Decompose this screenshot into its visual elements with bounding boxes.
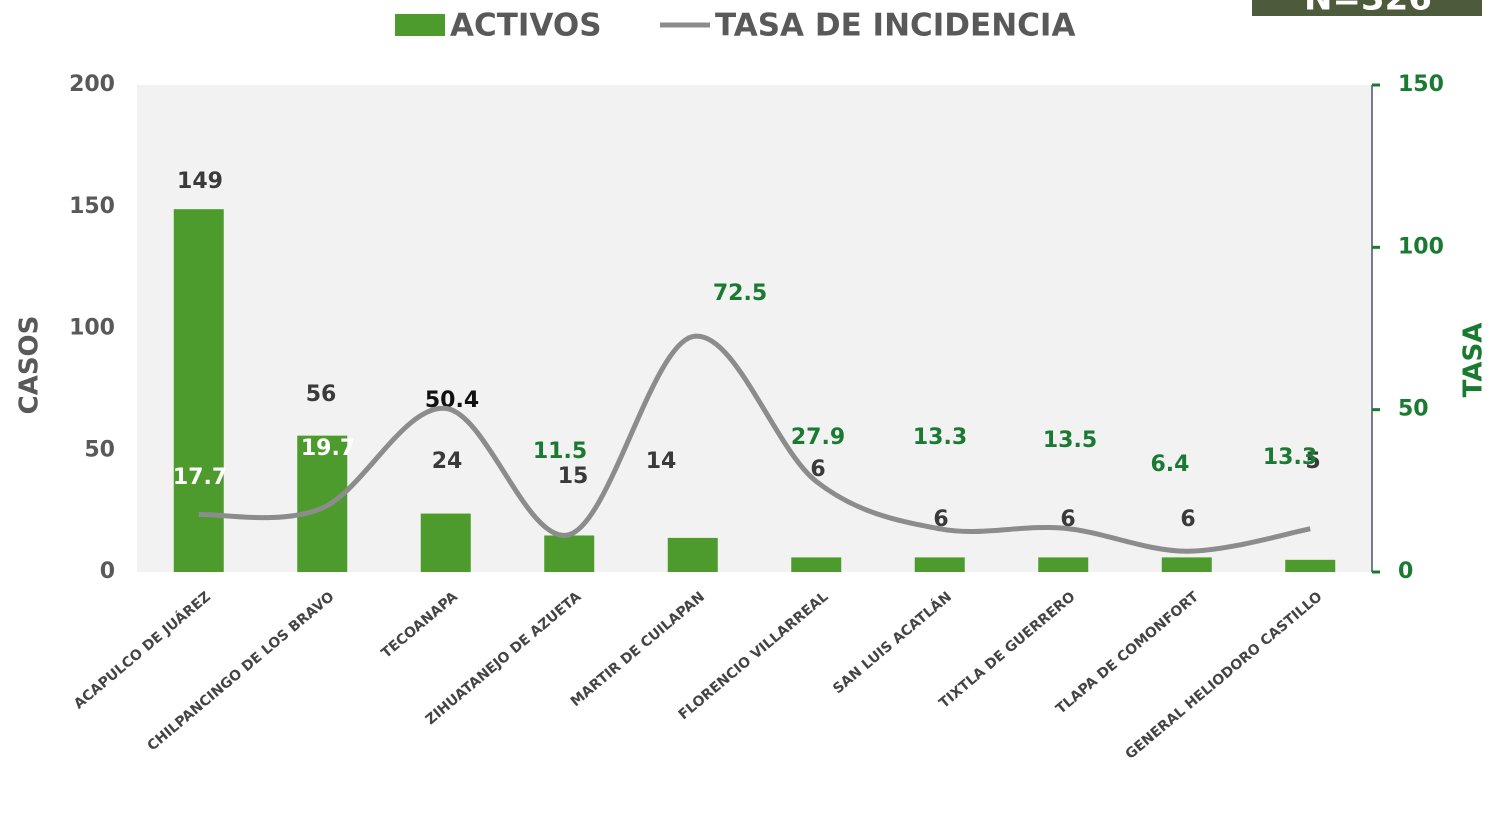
bar xyxy=(1161,557,1212,572)
bar xyxy=(667,537,718,572)
y-tick-label: 50 xyxy=(84,437,115,462)
line-label: 17.7 xyxy=(173,465,227,490)
legend-swatch xyxy=(395,14,445,36)
bar xyxy=(544,535,595,572)
y-tick-label: 150 xyxy=(69,194,115,219)
bar-label: 24 xyxy=(432,449,463,474)
legend-label: TASA DE INCIDENCIA xyxy=(715,8,1075,44)
x-tick-label: MARTIR DE CUILAPAN xyxy=(568,589,708,710)
line-label: 19.7 xyxy=(301,436,355,461)
bar xyxy=(791,557,842,572)
line-label: 13.5 xyxy=(1043,428,1097,453)
bar-label: 14 xyxy=(646,449,677,474)
bar-label: 6 xyxy=(1180,507,1195,532)
y2-tick-label: 0 xyxy=(1398,559,1413,584)
x-tick-label: TLAPA DE COMONFORT xyxy=(1053,589,1202,718)
y2-axis-title: TASA xyxy=(1459,323,1489,398)
bar xyxy=(173,209,224,572)
line xyxy=(198,334,1311,554)
bar-label: 6 xyxy=(933,507,948,532)
x-tick-label: TIXTLA DE GUERRERO xyxy=(936,589,1078,712)
bar xyxy=(1285,559,1336,572)
x-tick-label: ACAPULCO DE JUÁREZ xyxy=(70,588,214,712)
line-label: 72.5 xyxy=(713,281,767,306)
y2-tick-label: 100 xyxy=(1398,234,1444,259)
bar xyxy=(914,557,965,572)
y-tick-label: 0 xyxy=(100,559,115,584)
badge: N=326 xyxy=(1304,0,1432,19)
bar-label: 5 xyxy=(1305,449,1320,474)
bar-label: 15 xyxy=(558,464,589,489)
y-tick-label: 100 xyxy=(69,316,115,341)
line-label: 13.3 xyxy=(1263,445,1317,470)
y-axis-title: CASOS xyxy=(15,316,45,415)
y2-tick-label: 50 xyxy=(1398,397,1429,422)
line-label: 13.3 xyxy=(913,425,967,450)
line-label: 27.9 xyxy=(791,425,845,450)
legend-label: ACTIVOS xyxy=(450,8,602,44)
x-tick-label: GENERAL HELIODORO CASTILLO xyxy=(1123,589,1326,763)
bar xyxy=(420,513,471,572)
line-label: 11.5 xyxy=(533,439,587,464)
bar-label: 149 xyxy=(177,169,223,194)
x-tick-label: SAN LUIS ACATLÁN xyxy=(830,588,955,697)
x-tick-label: FLORENCIO VILLARREAL xyxy=(676,589,832,723)
y-tick-label: 200 xyxy=(69,72,115,97)
bar xyxy=(1038,557,1089,572)
bar xyxy=(297,435,348,572)
badge-box xyxy=(1252,0,1482,16)
line-label: 6.4 xyxy=(1151,452,1190,477)
x-tick-label: TECOANAPA xyxy=(379,589,462,662)
bar-label: 6 xyxy=(810,457,825,482)
y2-tick-label: 150 xyxy=(1398,72,1444,97)
bar-label: 56 xyxy=(306,382,337,407)
